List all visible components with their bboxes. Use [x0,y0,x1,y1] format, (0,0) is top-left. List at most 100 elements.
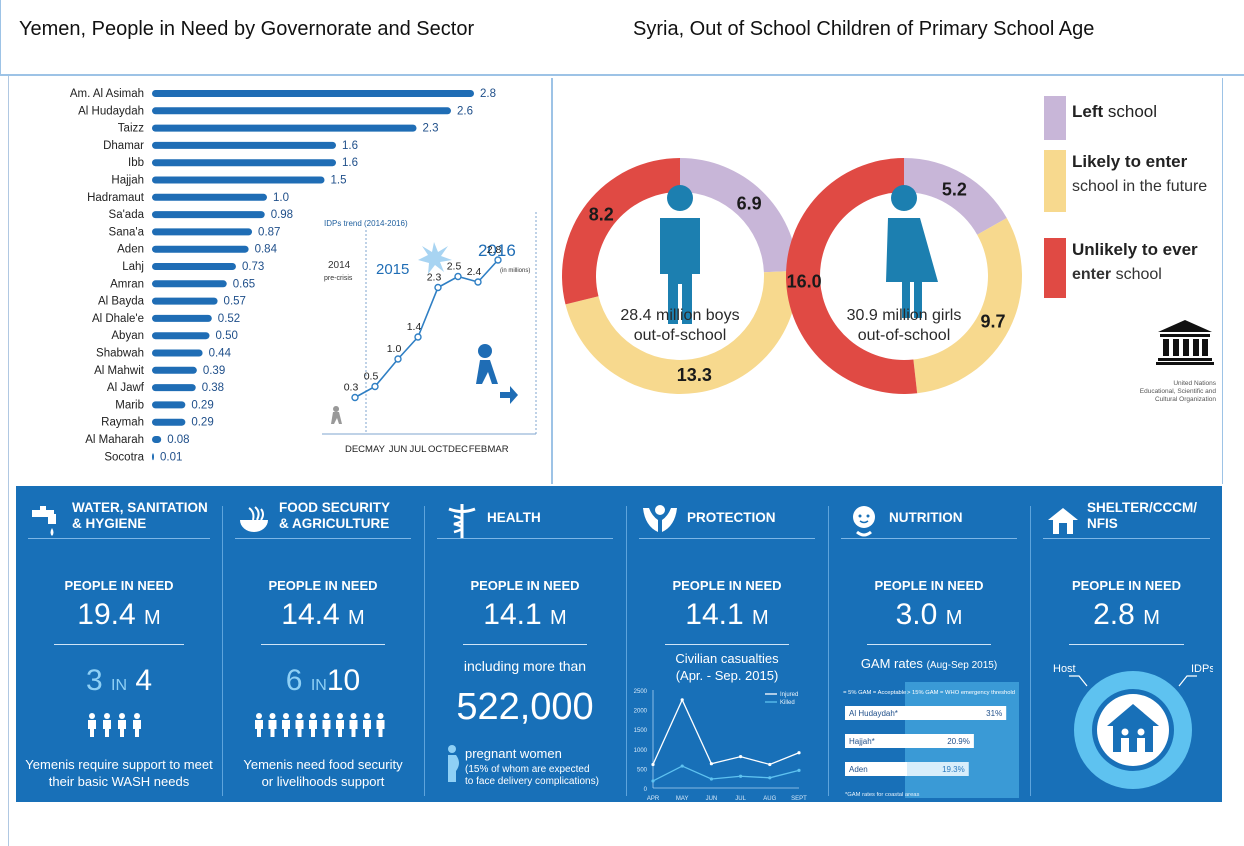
gam-bar [907,734,974,748]
segment-label: IDPs [1191,663,1213,675]
pregnant-woman-icon [448,745,459,782]
divider [1069,644,1184,645]
family-icon-head [1121,728,1129,736]
gam-bar-chart: <= 5% GAM = Acceptable > 15% GAM = WHO em… [843,682,1019,798]
sector-description: Yemenis need food security or livelihoods… [223,756,423,790]
person-icon-body [118,720,126,737]
trend-point [474,278,482,286]
legend-item-likely: Likely to enter school in the future [1044,150,1220,216]
legend-swatch [1044,238,1066,298]
pregnant-note: (15% of whom are expected to face deliver… [465,764,599,788]
bar-value-label: 2.3 [423,123,439,135]
divider [867,644,991,645]
sector-title-line1: FOOD SECURITY [279,500,391,515]
including-text: including more than [463,658,587,674]
bar [152,228,253,236]
sector-title-line1: SHELTER/CCCM/ [1087,500,1197,515]
x-tick-label: SEPT [791,796,807,802]
segment-label: Host [1053,663,1076,675]
x-tick-label: AUG [763,796,776,802]
gam-bar [907,706,1007,720]
desc-line1: Yemenis require support to meet [25,757,213,772]
unesco-line1: United Nations [1173,380,1216,387]
column-separator [1030,506,1031,796]
people-in-need-value: 14.1 M [627,598,827,632]
legend-label: Killed [780,700,795,706]
sector-protection: PROTECTION PEOPLE IN NEED 14.1 M Civilia… [627,486,827,802]
sector-title-line2: NFIs [1087,516,1118,531]
legend-bold-text: Likely to enter [1072,152,1188,171]
people-in-need-label: PEOPLE IN NEED [874,578,984,593]
ratio-b: 10 [326,664,361,697]
year-label: 2015 [376,261,409,278]
donut-center-line2: out-of-school [858,327,951,344]
people-in-need-label: PEOPLE IN NEED [64,578,174,593]
data-point [797,751,801,755]
house-icon [1107,704,1159,752]
small-person-icon [331,406,342,424]
person-icon-body [336,720,344,737]
divider [28,538,210,539]
legend-swatch [1044,96,1066,140]
bar [152,418,186,426]
caduceus-icon [448,504,476,538]
trend-background [322,206,540,460]
donut-value-label: 16.0 [787,272,822,292]
bar-value-label: 0.50 [216,330,238,342]
shelter-donut: Host IDPs [1053,663,1213,789]
family-icon-head [1137,728,1145,736]
ratio-a: 6 [285,664,303,697]
legend-text: school in the future [1072,178,1208,195]
bar-category-label: Al Dhale'e [92,313,144,325]
sector-title: SHELTER/CCCM/NFIs [1087,500,1197,540]
pin-number: 3.0 [895,598,938,631]
sector-panel: WATER, SANITATION & HYGIENE PEOPLE IN NEE… [16,486,1222,802]
trend-point [434,283,442,292]
trend-value-label: 0.3 [344,382,359,394]
trend-value-label: 2.5 [447,261,462,273]
column-separator [424,506,425,796]
pin-unit: M [348,607,365,629]
legend-item-unlikely: Unlikely to ever enter school [1044,238,1220,298]
data-point [768,776,772,780]
donut-segment [680,158,798,273]
bar-category-label: Hajjah [111,175,144,187]
divider [463,644,587,645]
legend-bold-text: Left [1072,102,1104,121]
year-label: pre-crisis [324,275,353,282]
bar [152,107,451,115]
people-in-need-value: 14.4 M [223,598,423,632]
bar-category-label: Am. Al Asimah [70,88,144,100]
sector-title: HEALTH [487,510,541,525]
left-title: Yemen, People in Need by Governorate and… [19,18,475,40]
person-icon-body [255,720,263,737]
walking-person-body [476,360,498,384]
person-icon [104,713,110,719]
pin-unit: M [550,607,567,629]
label-leader [1178,675,1197,687]
trend-point [454,272,462,281]
ratio-in: IN [111,677,127,694]
data-point [680,698,684,702]
protection-hands-icon [643,505,677,532]
gam-value-label: 31% [986,709,1002,718]
desc-line2: their basic WASH needs [48,774,190,789]
cas-line1: Civilian casualties [675,651,779,666]
person-icon-body [103,720,111,737]
bar-value-label: 2.8 [480,88,496,100]
panel-right-border [1222,78,1223,484]
sector-wash: WATER, SANITATION & HYGIENE PEOPLE IN NEE… [16,486,222,802]
bar-value-label: 0.57 [224,296,246,308]
person-icon-body [376,720,385,737]
trend-value-label: 1.0 [387,343,402,355]
person-icon [296,713,303,719]
person-icon [310,713,316,719]
bar [152,176,325,184]
gam-category-box [845,706,907,720]
trend-x-tick: MAR [487,444,508,455]
bar-category-label: Taizz [118,123,144,135]
pin-number: 19.4 [77,598,136,631]
bar [152,384,196,392]
person-icon [364,713,370,719]
donut-value-label: 6.9 [737,194,762,214]
